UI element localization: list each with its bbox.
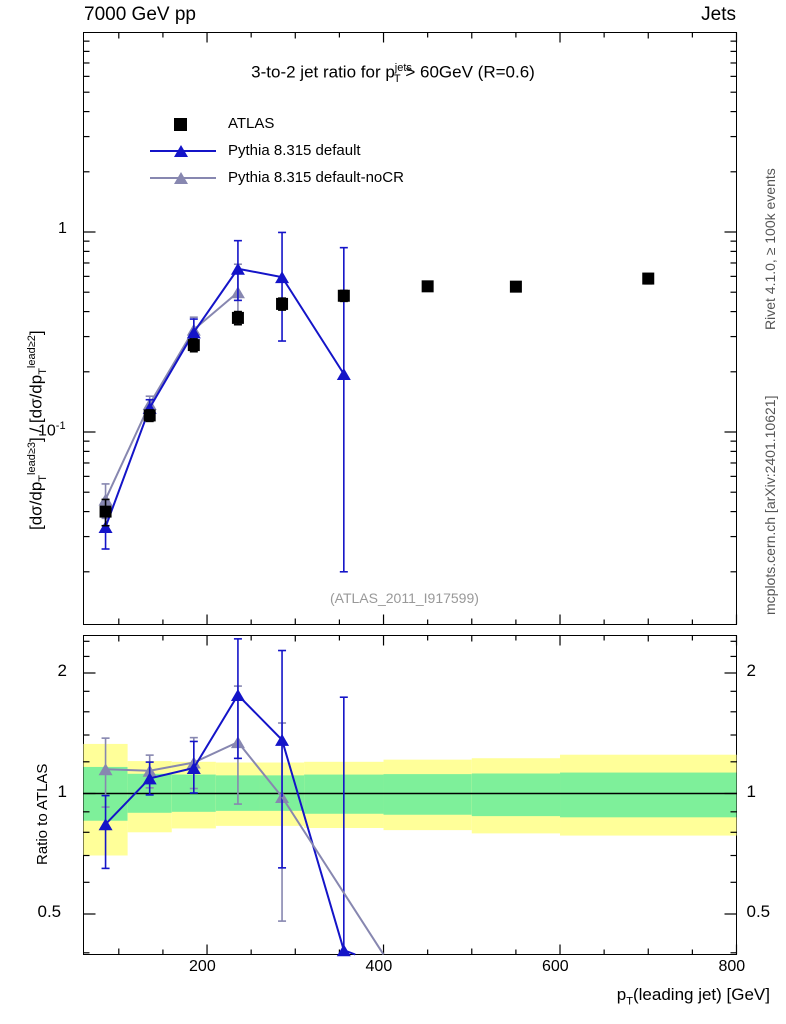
- legend-item-pythia-default[interactable]: Pythia 8.315 default: [148, 137, 404, 164]
- y-tick-label-ratio: 2: [57, 661, 67, 680]
- rivet-version-text: Rivet 4.1.0, ≥ 100k events: [762, 168, 778, 330]
- y-tick-label-ratio: 1: [746, 781, 756, 801]
- legend-label-atlas: ATLAS: [228, 115, 275, 132]
- triangle-line-marker-icon: [148, 141, 220, 161]
- x-tick-label: 400: [365, 958, 393, 975]
- mcplots-source-text: mcplots.cern.ch [arXiv:2401.10621]: [762, 395, 778, 615]
- plot-title-post: > 60GeV (R=0.6): [400, 62, 535, 82]
- square-marker-icon: [148, 114, 220, 134]
- legend-label-pythia-default: Pythia 8.315 default: [228, 142, 361, 159]
- x-tick-label: 200: [189, 958, 216, 975]
- header-left-text: 7000 GeV pp: [84, 4, 196, 25]
- legend: ATLAS Pythia 8.315 default Pythia 8.315 …: [148, 110, 404, 191]
- y-tick-label-main: 1: [58, 220, 67, 237]
- y-tick-label-ratio: 0.5: [37, 902, 62, 921]
- plot-title-sub: T: [393, 73, 401, 86]
- x-tick-label: 600: [542, 958, 569, 975]
- x-axis-label: pT(leading jet) [GeV]: [616, 985, 770, 1008]
- plot-title-sup: jets: [394, 62, 412, 74]
- y-tick-label-ratio: 1: [57, 781, 67, 801]
- legend-item-atlas[interactable]: ATLAS: [148, 110, 404, 137]
- y-tick-label-ratio: 0.5: [746, 902, 771, 921]
- y-tick-label-ratio: 2: [746, 661, 756, 680]
- y-tick-label-main: 10-1: [38, 420, 66, 440]
- plot-title-pre: 3-to-2 jet ratio for p: [251, 62, 395, 82]
- ratio-plot-frame: [83, 635, 737, 955]
- header-right-text: Jets: [701, 4, 736, 25]
- y-axis-label-ratio: Ratio to ATLAS: [34, 763, 51, 865]
- x-tick-label: 800: [718, 958, 746, 975]
- main-plot-frame: [83, 32, 737, 625]
- legend-label-pythia-nocr: Pythia 8.315 default-noCR: [228, 169, 404, 186]
- triangle-line-marker-icon: [148, 168, 220, 188]
- plot-title: 3-to-2 jet ratio for pjetsT > 60GeV (R=0…: [0, 62, 786, 85]
- legend-item-pythia-nocr[interactable]: Pythia 8.315 default-noCR: [148, 164, 404, 191]
- analysis-watermark: (ATLAS_2011_I917599): [330, 590, 479, 606]
